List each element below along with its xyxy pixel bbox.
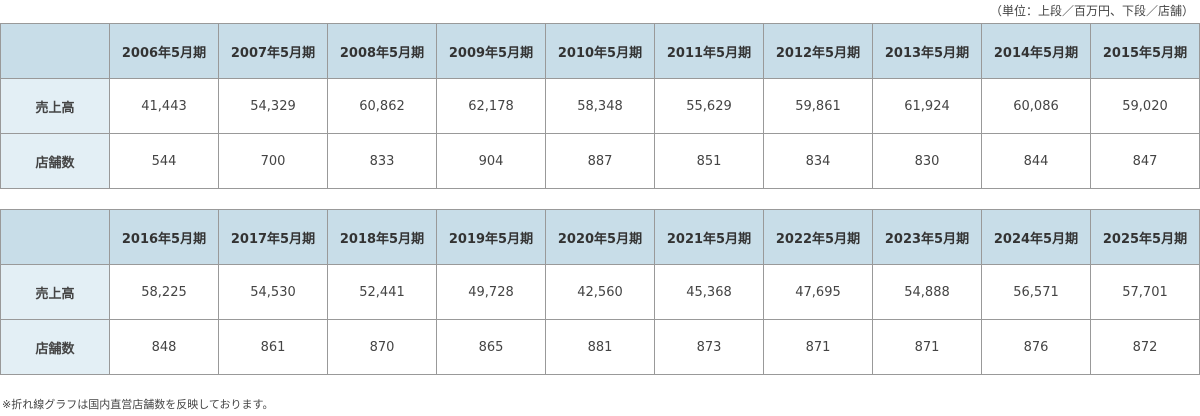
period-header: 2018年5月期 bbox=[327, 209, 437, 265]
sales-value: 42,560 bbox=[545, 264, 655, 320]
sales-value: 49,728 bbox=[436, 264, 546, 320]
header-row: 2016年5月期 2017年5月期 2018年5月期 2019年5月期 2020年5月期… bbox=[0, 209, 1200, 265]
period-header: 2015年5月期 bbox=[1090, 23, 1200, 79]
period-header: 2007年5月期 bbox=[218, 23, 328, 79]
stores-value: 865 bbox=[436, 319, 546, 375]
sales-value: 41,443 bbox=[109, 78, 219, 134]
sales-value: 58,225 bbox=[109, 264, 219, 320]
sales-value: 58,348 bbox=[545, 78, 655, 134]
sales-value: 56,571 bbox=[981, 264, 1091, 320]
stores-value: 872 bbox=[1090, 319, 1200, 375]
sales-value: 57,701 bbox=[1090, 264, 1200, 320]
stores-value: 887 bbox=[545, 133, 655, 189]
stores-value: 833 bbox=[327, 133, 437, 189]
sales-value: 61,924 bbox=[872, 78, 982, 134]
period-header: 2009年5月期 bbox=[436, 23, 546, 79]
stores-value: 871 bbox=[763, 319, 873, 375]
stores-value: 544 bbox=[109, 133, 219, 189]
stores-row: 店舗数 544 700 833 904 887 851 834 830 844 847 bbox=[0, 133, 1200, 189]
period-header: 2025年5月期 bbox=[1090, 209, 1200, 265]
stores-value: 861 bbox=[218, 319, 328, 375]
stores-row: 店舗数 848 861 870 865 881 873 871 871 876 872 bbox=[0, 319, 1200, 375]
period-header: 2023年5月期 bbox=[872, 209, 982, 265]
sales-value: 45,368 bbox=[654, 264, 764, 320]
stores-value: 881 bbox=[545, 319, 655, 375]
sales-row: 売上高 41,443 54,329 60,862 62,178 58,348 55,629 5… bbox=[0, 78, 1200, 134]
period-header: 2024年5月期 bbox=[981, 209, 1091, 265]
stores-value: 876 bbox=[981, 319, 1091, 375]
results-table-2016-2025: 2016年5月期 2017年5月期 2018年5月期 2019年5月期 2020年5月期… bbox=[0, 209, 1200, 375]
period-header: 2020年5月期 bbox=[545, 209, 655, 265]
stores-value: 870 bbox=[327, 319, 437, 375]
sales-value: 47,695 bbox=[763, 264, 873, 320]
sales-value: 60,086 bbox=[981, 78, 1091, 134]
period-header: 2008年5月期 bbox=[327, 23, 437, 79]
header-row: 2006年5月期 2007年5月期 2008年5月期 2009年5月期 2010年5月期… bbox=[0, 23, 1200, 79]
period-header: 2022年5月期 bbox=[763, 209, 873, 265]
period-header: 2006年5月期 bbox=[109, 23, 219, 79]
stores-value: 847 bbox=[1090, 133, 1200, 189]
period-header: 2019年5月期 bbox=[436, 209, 546, 265]
stores-value: 830 bbox=[872, 133, 982, 189]
sales-value: 60,862 bbox=[327, 78, 437, 134]
corner-cell bbox=[0, 209, 110, 265]
period-header: 2017年5月期 bbox=[218, 209, 328, 265]
sales-value: 59,861 bbox=[763, 78, 873, 134]
corner-cell bbox=[0, 23, 110, 79]
row-label: 店舗数 bbox=[0, 133, 110, 189]
period-header: 2021年5月期 bbox=[654, 209, 764, 265]
stores-value: 700 bbox=[218, 133, 328, 189]
sales-value: 52,441 bbox=[327, 264, 437, 320]
stores-value: 851 bbox=[654, 133, 764, 189]
row-label: 売上高 bbox=[0, 78, 110, 134]
sales-value: 62,178 bbox=[436, 78, 546, 134]
period-header: 2016年5月期 bbox=[109, 209, 219, 265]
row-label: 売上高 bbox=[0, 264, 110, 320]
unit-note: （単位：上段／百万円、下段／店舗） bbox=[989, 4, 1194, 18]
stores-value: 904 bbox=[436, 133, 546, 189]
period-header: 2011年5月期 bbox=[654, 23, 764, 79]
sales-value: 55,629 bbox=[654, 78, 764, 134]
sales-value: 54,888 bbox=[872, 264, 982, 320]
period-header: 2012年5月期 bbox=[763, 23, 873, 79]
sales-value: 54,329 bbox=[218, 78, 328, 134]
period-header: 2014年5月期 bbox=[981, 23, 1091, 79]
stores-value: 873 bbox=[654, 319, 764, 375]
sales-value: 54,530 bbox=[218, 264, 328, 320]
stores-value: 844 bbox=[981, 133, 1091, 189]
sales-value: 59,020 bbox=[1090, 78, 1200, 134]
stores-value: 848 bbox=[109, 319, 219, 375]
results-table-2006-2015: 2006年5月期 2007年5月期 2008年5月期 2009年5月期 2010年5月期… bbox=[0, 23, 1200, 189]
footnote: ※折れ線グラフは国内直営店舗数を反映しております。 bbox=[2, 398, 274, 411]
period-header: 2010年5月期 bbox=[545, 23, 655, 79]
period-header: 2013年5月期 bbox=[872, 23, 982, 79]
stores-value: 834 bbox=[763, 133, 873, 189]
stores-value: 871 bbox=[872, 319, 982, 375]
row-label: 店舗数 bbox=[0, 319, 110, 375]
sales-row: 売上高 58,225 54,530 52,441 49,728 42,560 45,368 4… bbox=[0, 264, 1200, 320]
